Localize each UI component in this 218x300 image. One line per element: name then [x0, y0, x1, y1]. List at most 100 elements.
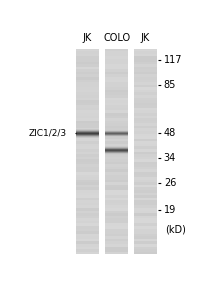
Bar — [76, 134, 99, 136]
Bar — [105, 172, 128, 175]
Bar — [134, 136, 157, 139]
Bar — [105, 131, 128, 134]
Bar — [76, 51, 99, 54]
Bar — [134, 67, 157, 69]
Bar — [134, 185, 157, 188]
Bar — [76, 185, 99, 188]
Bar — [134, 203, 157, 206]
Bar — [76, 162, 99, 164]
Bar — [105, 229, 128, 231]
Bar — [134, 162, 157, 164]
Bar — [76, 211, 99, 213]
Bar — [105, 85, 128, 87]
Bar — [134, 218, 157, 221]
Bar — [76, 193, 99, 195]
Bar — [134, 105, 157, 108]
Bar — [76, 103, 99, 105]
Bar — [105, 224, 128, 226]
Bar — [105, 242, 128, 244]
Bar — [105, 162, 128, 164]
Bar — [134, 100, 157, 103]
Bar — [105, 198, 128, 200]
Bar — [134, 244, 157, 247]
Bar — [105, 103, 128, 105]
Bar — [134, 188, 157, 190]
Bar — [105, 211, 128, 213]
Bar — [76, 175, 99, 177]
Bar — [105, 152, 128, 154]
Bar — [76, 67, 99, 69]
Bar — [105, 234, 128, 236]
Text: 19: 19 — [164, 205, 176, 215]
Bar — [105, 244, 128, 247]
Bar — [134, 59, 157, 61]
Bar — [134, 92, 157, 95]
Bar — [105, 61, 128, 64]
Bar — [76, 213, 99, 216]
Bar — [76, 159, 99, 162]
Bar — [134, 231, 157, 234]
Bar — [76, 177, 99, 180]
Bar — [134, 110, 157, 113]
Bar — [134, 226, 157, 229]
Bar — [76, 126, 99, 128]
Bar — [105, 108, 128, 110]
Bar — [134, 239, 157, 242]
Bar — [134, 190, 157, 193]
Bar — [105, 154, 128, 157]
Bar — [76, 123, 99, 126]
Bar — [105, 69, 128, 72]
Bar — [105, 159, 128, 162]
Bar — [134, 236, 157, 239]
Bar — [105, 218, 128, 221]
Bar — [134, 56, 157, 59]
Bar — [76, 100, 99, 103]
Bar — [134, 51, 157, 54]
Bar — [134, 224, 157, 226]
Bar — [105, 169, 128, 172]
Bar — [105, 221, 128, 223]
Text: 34: 34 — [164, 153, 176, 164]
Bar — [134, 172, 157, 175]
Bar — [105, 95, 128, 98]
Bar — [105, 249, 128, 252]
Bar — [105, 226, 128, 229]
Bar — [134, 139, 157, 141]
Bar — [76, 180, 99, 182]
Bar — [105, 118, 128, 121]
Bar — [105, 64, 128, 67]
Bar — [105, 164, 128, 167]
Bar — [105, 239, 128, 242]
Bar — [76, 152, 99, 154]
Bar — [105, 49, 128, 254]
Bar — [105, 139, 128, 141]
Bar — [105, 213, 128, 216]
Bar — [76, 90, 99, 92]
Bar — [134, 118, 157, 121]
Bar — [76, 239, 99, 242]
Bar — [134, 103, 157, 105]
Bar — [76, 74, 99, 77]
Bar — [134, 208, 157, 211]
Bar — [134, 126, 157, 128]
Bar — [134, 69, 157, 72]
Bar — [134, 108, 157, 110]
Bar — [76, 139, 99, 141]
Bar — [76, 98, 99, 100]
Bar — [134, 234, 157, 236]
Bar — [134, 72, 157, 74]
Bar — [134, 193, 157, 195]
Bar — [105, 121, 128, 123]
Bar — [76, 87, 99, 90]
Bar — [76, 224, 99, 226]
Bar — [134, 169, 157, 172]
Bar — [76, 85, 99, 87]
Bar — [134, 131, 157, 134]
Bar — [76, 244, 99, 247]
Bar — [134, 64, 157, 67]
Bar — [105, 128, 128, 131]
Bar — [134, 154, 157, 157]
Bar — [76, 136, 99, 139]
Bar — [134, 61, 157, 64]
Bar — [105, 134, 128, 136]
